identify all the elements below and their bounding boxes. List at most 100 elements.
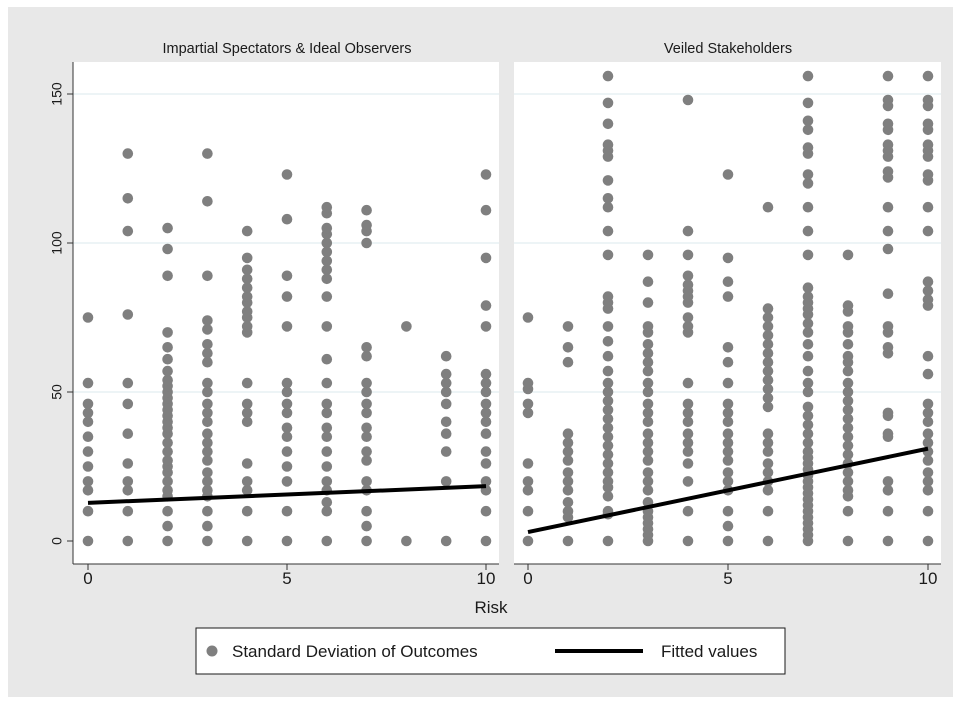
- data-point: [162, 243, 173, 255]
- data-point: [722, 428, 734, 440]
- data-point: [762, 458, 774, 469]
- data-point: [82, 431, 94, 443]
- data-point: [762, 339, 774, 350]
- data-point: [281, 291, 293, 302]
- fit-line-left: [87, 484, 487, 505]
- data-point: [361, 505, 372, 517]
- data-point: [602, 458, 614, 469]
- data-point: [802, 339, 814, 350]
- x-axis-ticks-left: 0 5 10: [83, 564, 495, 588]
- data-point: [842, 365, 854, 377]
- data-point: [842, 413, 854, 425]
- data-point: [722, 398, 734, 410]
- data-point: [480, 252, 492, 264]
- data-point: [842, 431, 854, 443]
- data-point: [321, 422, 333, 434]
- data-point: [162, 342, 173, 353]
- data-point: [722, 446, 734, 457]
- data-point: [241, 377, 253, 389]
- data-point: [281, 431, 293, 443]
- data-point: [122, 225, 134, 237]
- data-point: [682, 270, 694, 282]
- data-point: [602, 249, 614, 261]
- data-point: [202, 416, 213, 428]
- data-point: [241, 535, 253, 547]
- data-point: [762, 356, 774, 368]
- data-point: [602, 422, 614, 434]
- data-point: [562, 485, 574, 496]
- data-point: [122, 476, 134, 487]
- data-point: [602, 365, 614, 377]
- data-point: [642, 249, 654, 261]
- data-point: [162, 505, 173, 517]
- data-point: [202, 339, 213, 350]
- data-point: [842, 467, 854, 478]
- data-point: [562, 467, 574, 478]
- data-point: [202, 446, 213, 457]
- data-point: [122, 428, 134, 440]
- data-point: [602, 225, 614, 237]
- data-point: [281, 270, 293, 282]
- data-point: [122, 505, 134, 517]
- data-point: [762, 321, 774, 332]
- data-point: [241, 485, 253, 496]
- data-point: [562, 342, 574, 353]
- data-point: [922, 398, 934, 410]
- data-point: [802, 225, 814, 237]
- data-point: [682, 505, 694, 517]
- data-point: [642, 416, 654, 428]
- data-point: [361, 455, 372, 466]
- data-point: [642, 339, 654, 350]
- data-point: [82, 416, 94, 428]
- data-point: [281, 321, 293, 332]
- data-point: [281, 505, 293, 517]
- data-point: [281, 446, 293, 457]
- data-point: [361, 350, 372, 362]
- data-point: [602, 431, 614, 443]
- data-point: [440, 386, 452, 398]
- data-point: [682, 312, 694, 323]
- data-point: [642, 467, 654, 478]
- x-tick-label: 0: [83, 569, 92, 588]
- data-point: [122, 398, 134, 410]
- data-point: [922, 455, 934, 466]
- grid-right: [514, 93, 941, 393]
- data-point: [762, 303, 774, 314]
- data-point: [762, 312, 774, 323]
- data-point: [762, 374, 774, 386]
- data-point: [882, 428, 894, 440]
- data-point: [802, 428, 814, 440]
- data-point: [562, 535, 574, 547]
- data-point: [722, 377, 734, 389]
- data-point: [82, 312, 94, 323]
- panel-title-left: Impartial Spectators & Ideal Observers: [162, 41, 411, 57]
- data-point: [802, 350, 814, 362]
- data-point: [682, 321, 694, 332]
- data-point: [842, 476, 854, 487]
- data-point: [522, 485, 534, 496]
- data-point: [82, 398, 94, 410]
- data-point: [802, 115, 814, 127]
- data-point: [642, 428, 654, 440]
- data-point: [682, 416, 694, 428]
- data-point: [722, 291, 734, 302]
- data-point: [401, 535, 412, 547]
- data-point: [762, 505, 774, 517]
- legend-box: [195, 627, 786, 675]
- data-point: [440, 377, 452, 389]
- data-point: [802, 142, 814, 153]
- data-point: [722, 252, 734, 264]
- data-point: [642, 437, 654, 449]
- data-point: [882, 166, 894, 177]
- data-point: [842, 422, 854, 434]
- data-point: [321, 497, 333, 508]
- data-point: [722, 455, 734, 466]
- data-point: [722, 467, 734, 478]
- data-point: [882, 485, 894, 496]
- data-point: [762, 467, 774, 478]
- data-point: [602, 321, 614, 332]
- data-point: [682, 458, 694, 469]
- data-point: [281, 535, 293, 547]
- data-point: [922, 201, 934, 213]
